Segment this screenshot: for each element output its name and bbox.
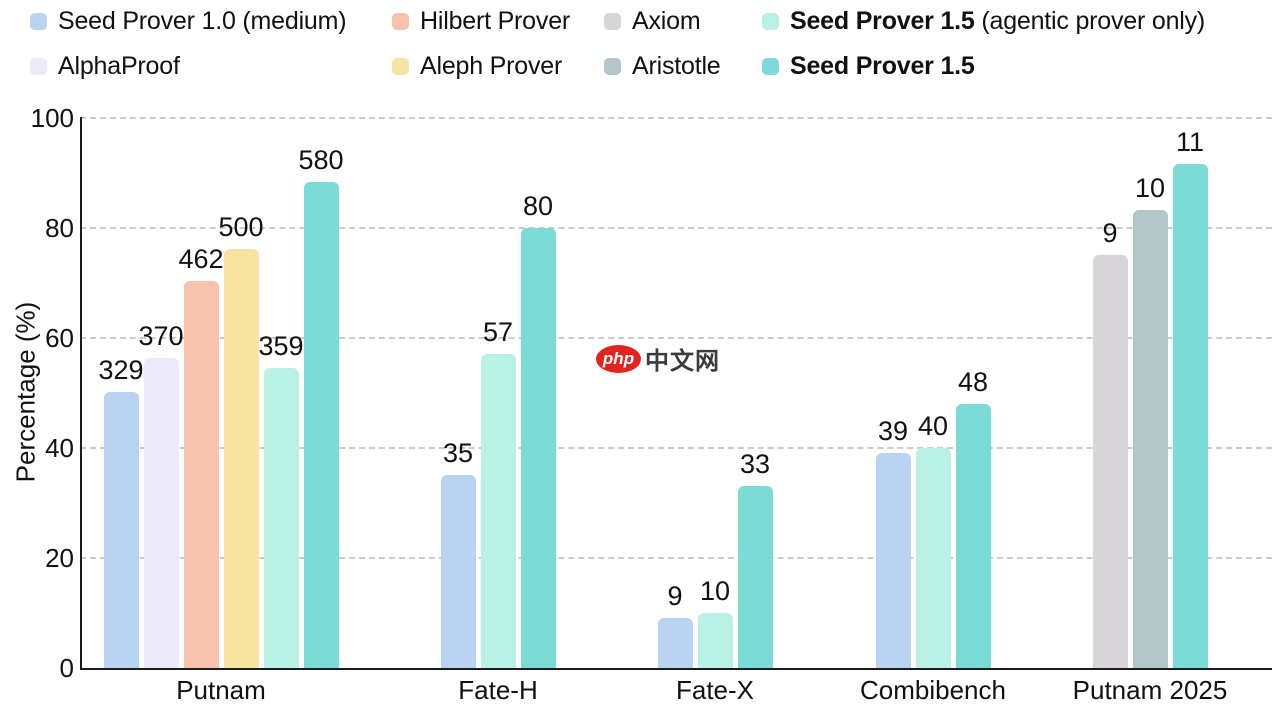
category-label-putnam-2025: Putnam 2025 — [1072, 675, 1228, 705]
bar-combibench-seed-prover-1-0-medium — [875, 453, 911, 668]
bar-fate-h-seed-prover-1-5-agentic-prover-only — [480, 354, 516, 668]
y-tick-label-40: 40 — [45, 433, 74, 463]
bar-value-label-putnam-2025-axiom: 9 — [1102, 218, 1118, 248]
legend-item-seed-prover-1-5: Seed Prover 1.5 — [762, 50, 975, 82]
legend-item-aleph-prover: Aleph Prover — [392, 50, 562, 82]
bar-fate-h-seed-prover-1-5 — [520, 228, 556, 668]
category-label-combibench: Combibench — [860, 675, 1006, 705]
bar-value-label-putnam-aleph-prover: 500 — [218, 212, 264, 242]
y-tick-label-20: 20 — [45, 543, 74, 573]
category-label-fate-h: Fate-H — [458, 675, 538, 705]
gridline-80 — [80, 227, 1272, 229]
legend-swatch-icon — [392, 12, 409, 30]
gridline-20 — [80, 557, 1272, 559]
y-tick-label-60: 60 — [45, 323, 74, 353]
bar-fate-x-seed-prover-1-0-medium — [657, 618, 693, 668]
bar-combibench-seed-prover-1-5 — [955, 404, 991, 668]
legend-item-axiom: Axiom — [604, 5, 701, 37]
bar-value-label-putnam-seed-prover-1-5: 580 — [298, 145, 344, 175]
bar-putnam-seed-prover-1-5 — [303, 182, 339, 668]
bar-putnam-hilbert-prover — [183, 281, 219, 668]
bar-fate-x-seed-prover-1-5 — [737, 486, 773, 668]
bar-putnam-seed-prover-1-5-agentic-prover-only — [263, 368, 299, 668]
bar-value-label-putnam-2025-aristotle: 10 — [1134, 173, 1166, 203]
bar-putnam-aleph-prover — [223, 249, 259, 668]
legend-item-label: AlphaProof — [58, 51, 180, 80]
legend-item-alphaproof: AlphaProof — [30, 50, 180, 82]
category-label-fate-x: Fate-X — [675, 675, 755, 705]
bar-value-label-combibench-seed-prover-1-5: 48 — [957, 367, 989, 397]
bar-value-label-putnam-hilbert-prover: 462 — [178, 244, 224, 274]
bar-value-label-combibench-seed-prover-1-0-medium: 39 — [877, 416, 909, 446]
legend-item-seed-prover-1-0-medium: Seed Prover 1.0 (medium) — [30, 5, 347, 37]
bar-putnam-alphaproof — [143, 358, 179, 668]
bar-fate-h-seed-prover-1-0-medium — [440, 475, 476, 668]
legend-swatch-icon — [604, 12, 621, 30]
category-label-putnam: Putnam — [176, 675, 266, 705]
legend-swatch-icon — [392, 57, 409, 75]
legend-item-label: Seed Prover 1.0 (medium) — [58, 6, 347, 35]
bar-putnam-2025-aristotle — [1132, 210, 1168, 668]
bar-value-label-fate-x-seed-prover-1-5-agentic-prover-only: 10 — [699, 576, 731, 606]
legend-item-hilbert-prover: Hilbert Prover — [392, 5, 570, 37]
legend-item-label: Seed Prover 1.5 — [790, 51, 975, 80]
legend-item-label: Hilbert Prover — [420, 6, 571, 35]
legend-swatch-icon — [604, 57, 621, 75]
legend-item-label: Seed Prover 1.5 (agentic prover only) — [790, 6, 1206, 35]
bar-fate-x-seed-prover-1-5-agentic-prover-only — [697, 613, 733, 668]
watermark: php 中文网 — [596, 341, 720, 376]
gridline-40 — [80, 447, 1272, 449]
legend-item-seed-prover-1-5-agentic-prover-only: Seed Prover 1.5 (agentic prover only) — [762, 5, 1205, 37]
x-axis-line — [80, 668, 1272, 670]
bar-putnam-seed-prover-1-0-medium — [103, 392, 139, 668]
bar-value-label-fate-x-seed-prover-1-0-medium: 9 — [667, 581, 683, 611]
gridline-60 — [80, 337, 1272, 339]
watermark-site-text: 中文网 — [645, 348, 720, 375]
bar-value-label-fate-h-seed-prover-1-5: 80 — [522, 191, 554, 221]
legend-item-label: Axiom — [632, 6, 701, 35]
bar-combibench-seed-prover-1-5-agentic-prover-only — [915, 448, 951, 668]
bar-value-label-putnam-alphaproof: 370 — [138, 321, 184, 351]
bar-value-label-combibench-seed-prover-1-5-agentic-prover-only: 40 — [917, 411, 949, 441]
y-tick-label-100: 100 — [30, 103, 74, 133]
legend-swatch-icon — [762, 57, 779, 75]
bar-value-label-fate-h-seed-prover-1-5-agentic-prover-only: 57 — [482, 317, 514, 347]
y-tick-label-0: 0 — [59, 653, 74, 683]
legend-swatch-icon — [30, 12, 47, 30]
php-logo-icon: php — [596, 344, 641, 373]
legend-swatch-icon — [30, 57, 47, 75]
legend-item-label: Aleph Prover — [420, 51, 563, 80]
bar-putnam-2025-axiom — [1092, 255, 1128, 668]
bar-value-label-fate-h-seed-prover-1-0-medium: 35 — [442, 438, 474, 468]
bar-value-label-putnam-seed-prover-1-5-agentic-prover-only: 359 — [258, 331, 304, 361]
y-axis-line — [80, 117, 82, 670]
y-tick-label-80: 80 — [45, 213, 74, 243]
bar-value-label-fate-x-seed-prover-1-5: 33 — [739, 449, 771, 479]
bar-value-label-putnam-seed-prover-1-0-medium: 329 — [98, 355, 144, 385]
legend-item-label: Aristotle — [632, 51, 721, 80]
bar-putnam-2025-seed-prover-1-5 — [1172, 164, 1208, 668]
bar-value-label-putnam-2025-seed-prover-1-5: 11 — [1175, 127, 1205, 157]
legend-swatch-icon — [762, 12, 779, 30]
gridline-100 — [80, 117, 1272, 119]
legend-item-aristotle: Aristotle — [604, 50, 721, 82]
